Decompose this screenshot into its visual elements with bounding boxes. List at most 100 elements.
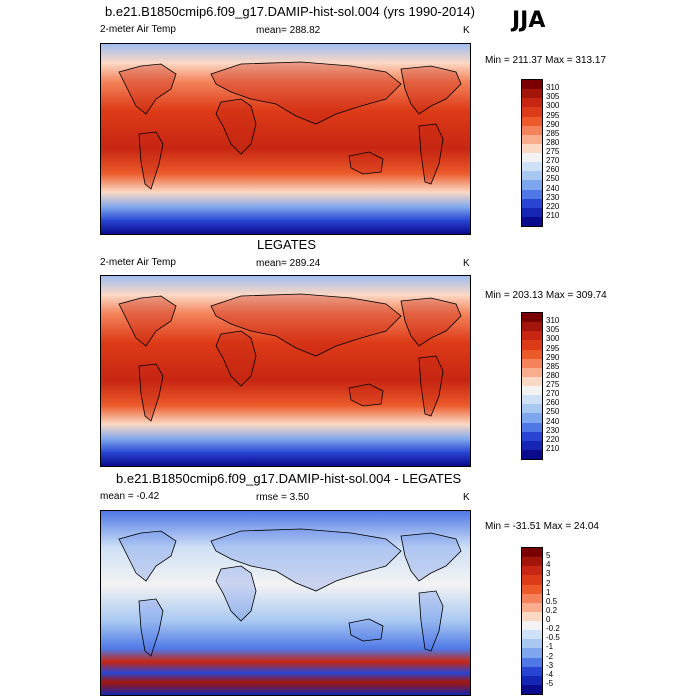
coastline [348,618,384,642]
panel-3-map [100,510,471,696]
coastline [210,293,402,357]
colorbar-swatch [522,367,542,377]
map-field [101,276,470,466]
panel-2-units-label: K [463,258,470,269]
colorbar-swatch [522,593,542,603]
colorbar-tick-label: 240 [546,183,560,193]
colorbar-tick-label: 4 [546,560,551,570]
colorbar-tick-label: 1 [546,587,551,597]
coastline [118,530,177,582]
panel-2-title: LEGATES [257,237,317,252]
colorbar-swatch [522,143,542,153]
colorbar-tick-label: -4 [546,669,554,679]
colorbar-swatch [522,98,542,108]
colorbar-tick-label: 285 [546,361,560,371]
colorbar-swatch [522,575,542,585]
colorbar-tick-label: 275 [546,380,560,389]
colorbar-swatch [522,313,542,323]
colorbar-swatch [522,611,542,621]
colorbar-tick-label: 300 [546,101,560,111]
colorbar-tick-label: 230 [546,192,560,202]
colorbar-tick-label: 260 [546,398,560,408]
colorbar-swatch [522,189,542,199]
colorbar-swatch [522,89,542,99]
colorbar-swatch [522,125,542,135]
colorbar-tick-label: 270 [546,389,560,399]
colorbar-swatch [522,449,542,459]
colorbar-tick-label: -0.2 [546,624,560,634]
panel-3-rmse-label: rmse = 3.50 [256,492,310,503]
colorbar-tick-label: -2 [546,651,554,661]
colorbar-swatch [522,684,542,694]
colorbar-swatch [522,116,542,126]
colorbar-tick-label: 305 [546,325,560,335]
coastline [348,151,384,175]
panel-1-title: b.e21.B1850cmip6.f09_g17.DAMIP-hist-sol.… [105,4,475,19]
colorbar-tick-label: -0.5 [546,633,560,643]
panel-2-map-plot [101,276,470,466]
colorbar-swatch [522,566,542,576]
panel-2-minmax-label: Min = 203.13 Max = 309.74 [485,290,607,301]
colorbar-tick-label: 0.2 [546,605,558,615]
map-field [101,44,470,234]
colorbar-swatch [522,602,542,612]
colorbar-swatch [522,557,542,567]
coastline [215,565,257,622]
colorbar-swatch [522,666,542,676]
panel-3-units-label: K [463,492,470,503]
colorbar-swatch [522,648,542,658]
colorbar-swatch [522,207,542,217]
colorbar-swatch [522,621,542,631]
coastline [118,63,177,115]
colorbar-tick-label: 240 [546,416,560,426]
colorbar-tick-label: 280 [546,370,560,380]
colorbar-tick-label: 5 [546,551,551,561]
colorbar-tick-label: 270 [546,156,560,166]
coastline [210,528,402,592]
coastline [138,131,164,190]
colorbar-tick-label: 3 [546,569,551,579]
colorbar-swatch [522,404,542,414]
colorbar-swatch [522,675,542,685]
colorbar-tick-label: 295 [546,343,560,353]
colorbar-tick-label: 280 [546,137,560,147]
colorbar-swatch [522,639,542,649]
panel-3-title: b.e21.B1850cmip6.f09_g17.DAMIP-hist-sol.… [116,471,462,486]
colorbar-swatch [522,431,542,441]
colorbar-swatch [522,171,542,181]
colorbar-swatch [522,107,542,117]
panel-3-minmax-label: Min = -31.51 Max = 24.04 [485,521,599,532]
colorbar-swatch [522,657,542,667]
coastline [138,598,164,657]
colorbar-swatch [522,584,542,594]
panel-1-map-plot [101,44,470,234]
colorbar-tick-label: -3 [546,660,554,670]
colorbar-swatch [522,349,542,359]
colorbar-swatch [522,548,542,558]
colorbar-swatch [522,180,542,190]
coastline [215,98,257,155]
colorbar-swatch [522,386,542,396]
colorbar-tick-label: 210 [546,210,560,220]
coastline [118,295,177,347]
colorbar-swatch [522,413,542,423]
season-label: JJA [512,8,546,33]
coastline [400,532,462,582]
panel-2-variable-label: 2-meter Air Temp [100,257,176,268]
colorbar-swatch [522,162,542,172]
colorbar-swatch [522,376,542,386]
colorbar-tick-label: 0.5 [546,596,558,606]
colorbar-tick-label: 220 [546,434,560,444]
colorbar-swatch [522,331,542,341]
colorbar-tick-label: 290 [546,352,560,362]
panel-1-map [100,43,471,235]
colorbar-tick-label: 250 [546,174,560,184]
panel-3-mean-label: mean = -0.42 [100,491,160,502]
coastline [215,330,257,387]
colorbar-tick-label: 0 [546,615,551,624]
colorbar-swatch [522,322,542,332]
panel-1-units-label: K [463,25,470,36]
panel-2-map [100,275,471,467]
colorbar-swatch [522,216,542,226]
coastline [400,65,462,115]
